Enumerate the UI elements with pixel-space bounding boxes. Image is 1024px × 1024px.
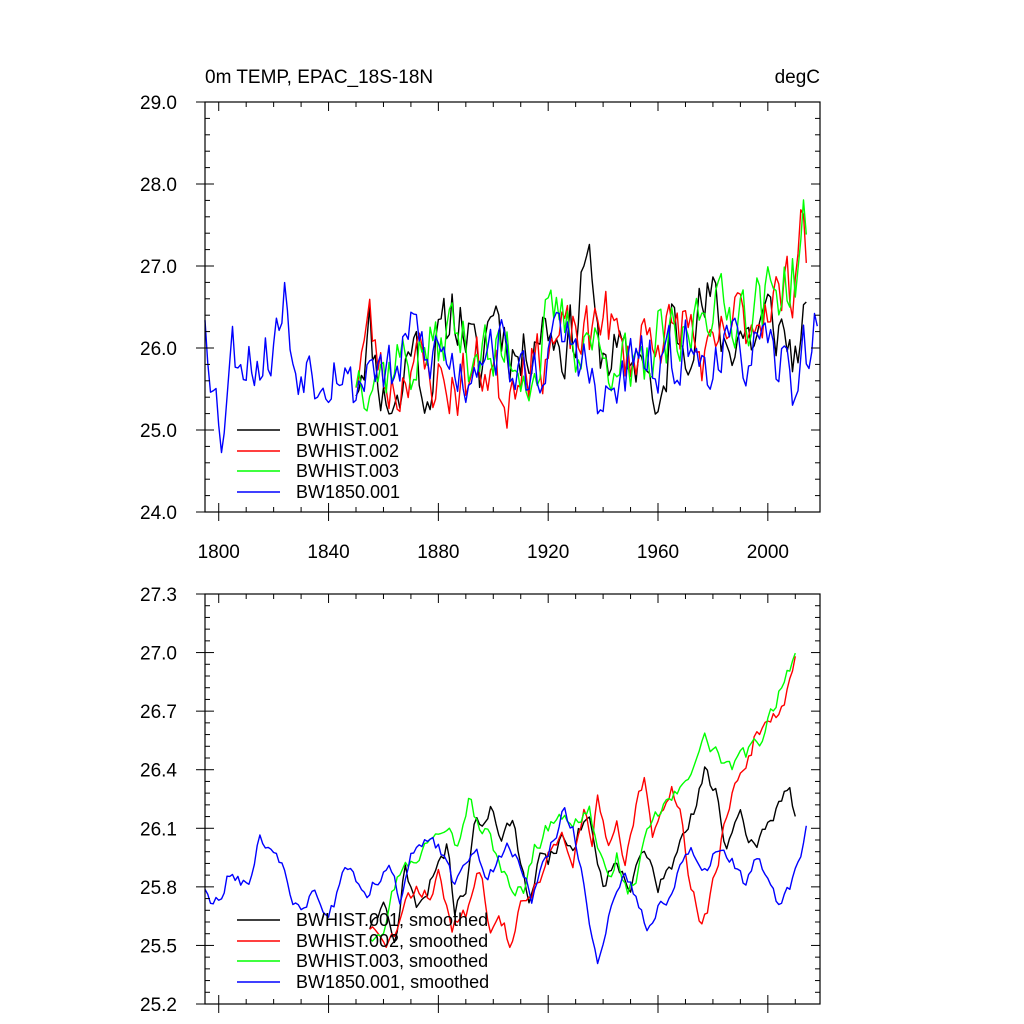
legend-label-bw1850-001-smoothed: BW1850.001, smoothed	[296, 972, 489, 992]
x-tick-label: 1800	[198, 542, 240, 563]
legend-label-bwhist-003: BWHIST.003	[296, 461, 399, 481]
x-tick-label: 1840	[307, 542, 349, 563]
series-line-bwhist-001	[355, 243, 807, 415]
x-tick-label: 1960	[637, 542, 679, 563]
y-tick-label: 28.0	[140, 175, 177, 196]
y-tick-label: 25.8	[140, 878, 177, 899]
bottom-legend: BWHIST.001, smoothed BWHIST.002, smoothe…	[237, 910, 489, 992]
bottom-panel: 25.2 25.5 25.8 26.1 26.4 26.7 27.0 27.3 BWHIST.…	[140, 585, 821, 1016]
legend-label-bw1850-001: BW1850.001	[296, 482, 400, 502]
x-tick-label: 1880	[417, 542, 459, 563]
series-line-bwhist-001-smoothed	[369, 766, 796, 944]
legend-label-bwhist-001: BWHIST.001	[296, 420, 399, 440]
bottom-series-group	[204, 652, 807, 965]
top-axes: 1800 1840 1880 1920 1960 2000 24.0 25.0 26.0 27.0…	[140, 93, 820, 563]
series-line-bw1850-001	[204, 281, 818, 454]
y-tick-label: 26.7	[140, 702, 177, 723]
x-tick-label: 2000	[747, 542, 789, 563]
y-tick-label: 26.4	[140, 761, 177, 782]
y-tick-label: 27.3	[140, 585, 177, 606]
bottom-axes: 25.2 25.5 25.8 26.1 26.4 26.7 27.0 27.3	[140, 585, 820, 1016]
y-tick-label: 27.0	[140, 257, 177, 278]
y-tick-label: 26.0	[140, 339, 177, 360]
top-plot-frame	[204, 101, 821, 513]
top-legend: BWHIST.001 BWHIST.002 BWHIST.003 BW1850.…	[237, 420, 400, 502]
chart-title-units: degC	[775, 67, 820, 88]
series-line-bwhist-003-smoothed	[369, 652, 796, 942]
legend-label-bwhist-002-smoothed: BWHIST.002, smoothed	[296, 931, 488, 951]
chart-title-left: 0m TEMP, EPAC_18S-18N	[205, 67, 433, 88]
bottom-plot-frame	[204, 593, 821, 1005]
legend-label-bwhist-002: BWHIST.002	[296, 441, 399, 461]
y-tick-label: 29.0	[140, 93, 177, 114]
y-tick-label: 24.0	[140, 503, 177, 524]
y-tick-label: 25.2	[140, 995, 177, 1016]
series-line-bw1850-001-smoothed	[204, 807, 807, 965]
top-panel: 0m TEMP, EPAC_18S-18N degC 1800 1840 1880 1…	[140, 67, 821, 563]
y-tick-label: 25.5	[140, 936, 177, 957]
y-tick-label: 25.0	[140, 421, 177, 442]
legend-label-bwhist-003-smoothed: BWHIST.003, smoothed	[296, 951, 488, 971]
legend-label-bwhist-001-smoothed: BWHIST.001, smoothed	[296, 910, 488, 930]
top-series-group	[204, 199, 818, 454]
y-tick-label: 26.1	[140, 819, 177, 840]
x-tick-label: 1920	[527, 542, 569, 563]
y-tick-label: 27.0	[140, 644, 177, 665]
